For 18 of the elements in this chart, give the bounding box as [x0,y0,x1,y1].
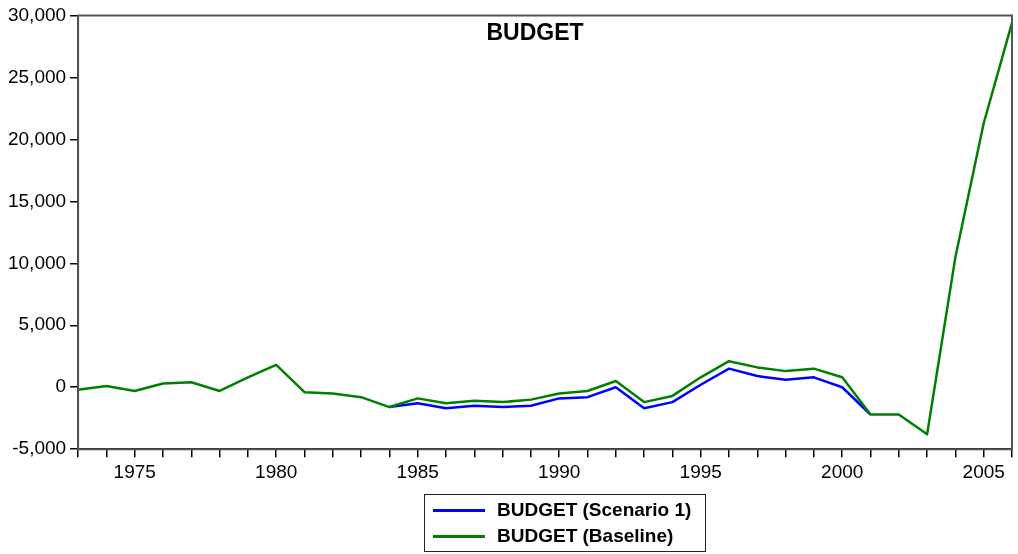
chart-title: BUDGET [486,18,584,45]
y-tick-label: 30,000 [7,3,67,25]
x-tick-label: 1985 [396,460,439,482]
y-tick-label: 10,000 [7,251,67,273]
y-tick-label: 5,000 [18,313,67,335]
x-tick-label: 2005 [962,460,1005,482]
y-tick-label: 15,000 [7,189,67,211]
x-tick-label: 1975 [113,460,156,482]
legend-label: BUDGET (Baseline) [497,525,674,547]
y-tick-label: 25,000 [7,65,67,87]
x-tick-label: 1990 [538,460,581,482]
y-tick-label: 0 [55,375,67,397]
legend-label: BUDGET (Scenario 1) [497,499,692,521]
y-tick-label: -5,000 [12,437,67,459]
x-tick-label: 1980 [255,460,298,482]
x-tick-label: 2000 [821,460,864,482]
x-tick-label: 1995 [679,460,722,482]
y-tick-label: 20,000 [7,127,67,149]
